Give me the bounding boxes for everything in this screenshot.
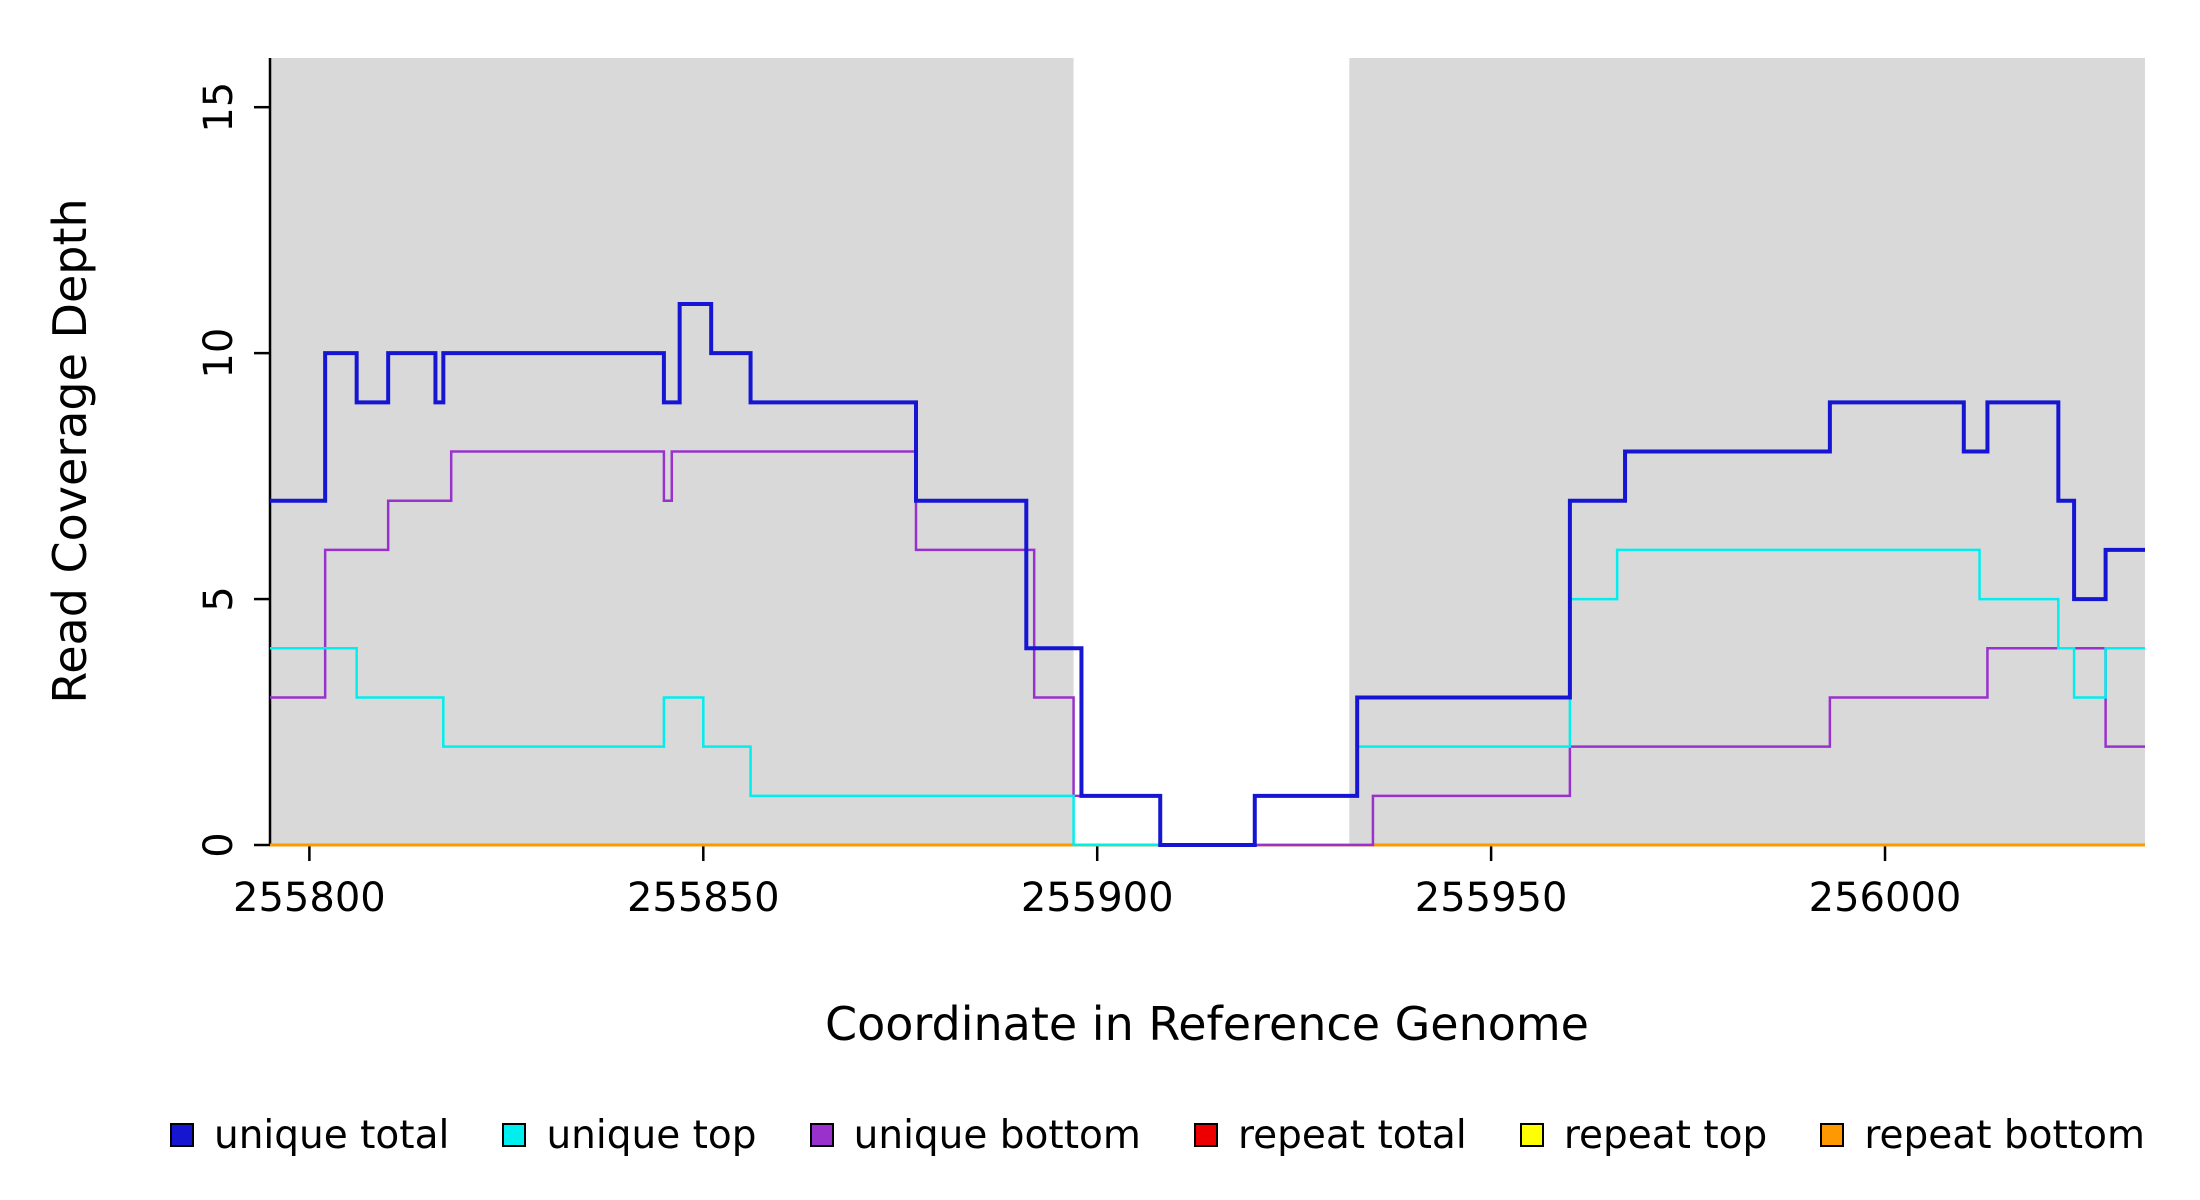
legend-item-unique-total: unique total [170, 1113, 449, 1158]
legend-swatch-unique-bottom [809, 1123, 834, 1147]
legend-item-unique-top: unique top [502, 1112, 757, 1158]
legend-label-unique-total: unique total [214, 1112, 450, 1158]
y-tick-label: 0 [196, 832, 242, 857]
coverage-plot: 0 5 10 15 255800 255850 255900 255950 256000 Coo… [43, 58, 2145, 1051]
legend-swatch-repeat-total [1193, 1123, 1218, 1147]
legend-item-repeat-top: repeat top [1519, 1112, 1768, 1158]
series-unique-bottom [270, 450, 2145, 847]
series-unique-total [270, 301, 2145, 847]
x-axis-title: Coordinate in Reference Genome [825, 997, 1589, 1051]
y-tick-label: 15 [196, 82, 242, 133]
legend-label-repeat-total: repeat total [1237, 1112, 1467, 1158]
x-tick-label: 255900 [1021, 875, 1174, 921]
legend: unique total unique top unique bottom re… [0, 1105, 2200, 1165]
x-tick-label: 255950 [1415, 875, 1568, 921]
y-tick-label: 10 [196, 328, 242, 379]
plot-layers: 0 5 10 15 255800 255850 255900 255950 256000 [196, 58, 2145, 921]
x-tick-label: 255850 [627, 875, 780, 921]
legend-item-unique-bottom: unique bottom [809, 1112, 1141, 1158]
legend-label-repeat-top: repeat top [1563, 1112, 1768, 1158]
legend-swatch-unique-total [170, 1123, 194, 1147]
x-tick-label: 255800 [233, 875, 386, 921]
legend-item-repeat-bottom: repeat bottom [1820, 1113, 2145, 1158]
legend-swatch-repeat-bottom [1820, 1123, 1845, 1147]
legend-swatch-unique-top [502, 1123, 527, 1147]
legend-label-unique-bottom: unique bottom [853, 1112, 1141, 1158]
legend-swatch-repeat-top [1519, 1123, 1544, 1147]
legend-label-repeat-bottom: repeat bottom [1864, 1112, 2145, 1158]
y-axis-title: Read Coverage Depth [43, 198, 97, 703]
y-tick-label: 5 [196, 586, 242, 611]
x-tick-label: 256000 [1809, 875, 1962, 921]
legend-label-unique-top: unique top [546, 1112, 757, 1158]
legend-item-repeat-total: repeat total [1193, 1112, 1467, 1158]
